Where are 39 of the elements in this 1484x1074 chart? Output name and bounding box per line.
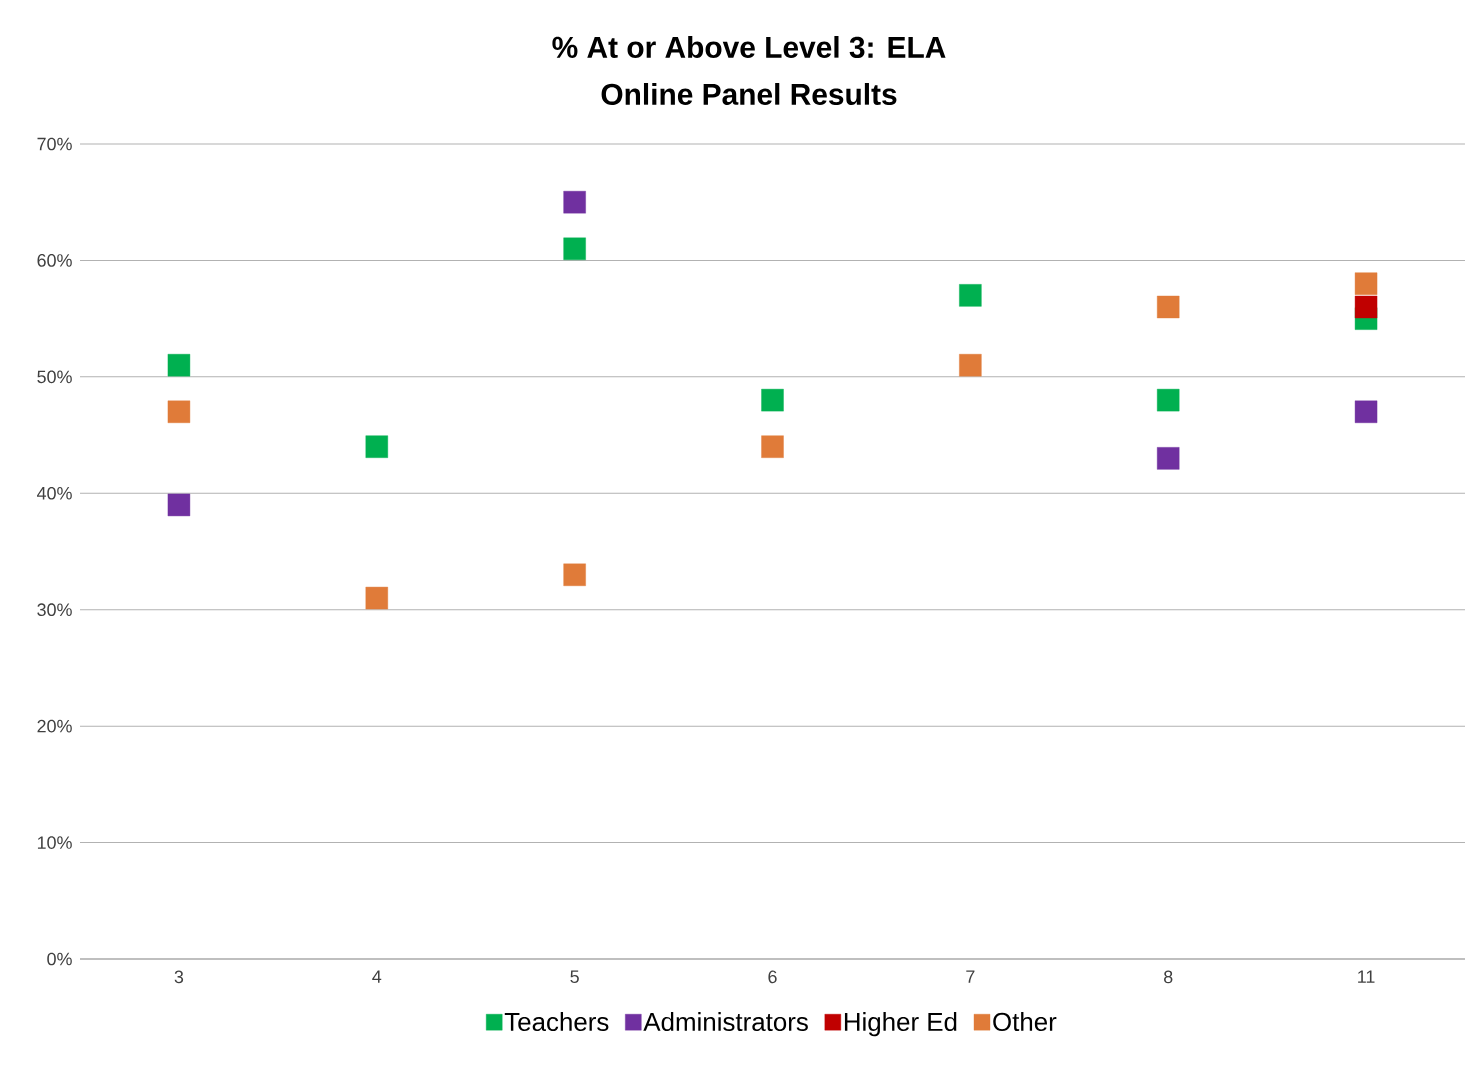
point [365,435,388,458]
point [167,354,191,377]
legend-label: Teachers [504,1012,609,1032]
point [959,354,982,377]
legend-label: Other [993,1012,1057,1032]
x-tick-label: 3 [174,970,184,984]
x-tick-label: 5 [570,970,579,984]
point [563,563,586,586]
y-tick-label: 30% [37,603,72,617]
legend-label: Higher Ed [844,1012,957,1037]
chart-subtitle: Online Panel Results [601,83,897,105]
point [1157,388,1180,412]
x-tick-label: 7 [966,970,975,983]
y-tick-label: 0% [47,952,72,966]
y-tick-label: 60% [37,254,72,267]
point [167,400,191,423]
point [1157,295,1180,319]
y-tick-label: 40% [37,486,72,500]
y-tick-label: 50% [37,370,72,384]
point [761,388,784,412]
legend-label: Administrators [643,1012,808,1032]
x-tick-label: 4 [372,970,382,983]
y-tick-label: 20% [37,719,72,733]
point [1354,400,1378,423]
point [959,284,982,307]
point [1354,272,1378,295]
y-tick-label: 10% [37,836,72,849]
point [167,493,191,517]
point [1354,295,1378,319]
x-tick-label: 6 [768,970,777,984]
y-tick-label: 70% [37,137,72,151]
point [1157,447,1180,470]
x-tick-label: 8 [1164,970,1173,984]
point [365,586,388,610]
point [761,435,784,458]
x-tick-label: 11 [1358,970,1375,983]
point [563,191,586,214]
point [563,237,586,260]
chart-title: % At or Above Level 3: ELA [552,35,946,58]
